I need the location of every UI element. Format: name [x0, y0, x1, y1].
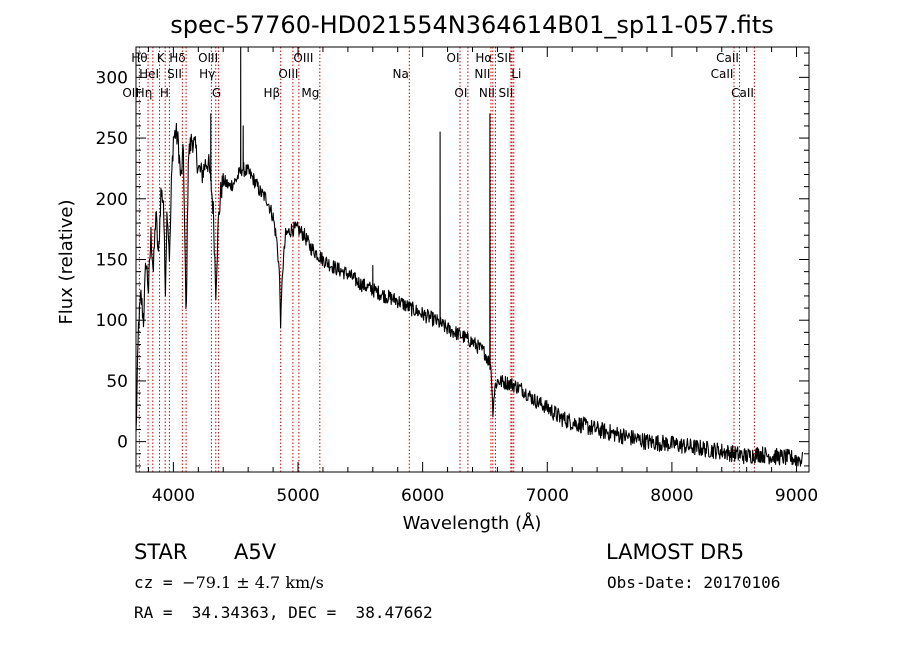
object-subclass: A5V — [234, 540, 277, 564]
y-tick-label: 200 — [96, 190, 128, 210]
line-marker-label: CaII — [731, 86, 754, 100]
line-marker-label: HeI — [139, 67, 159, 81]
spectrum-layer — [135, 46, 804, 467]
line-marker-label: Mg — [301, 86, 319, 100]
line-marker-label: OI — [447, 51, 460, 65]
y-tick-label: 100 — [96, 311, 128, 331]
line-marker-label: OIII — [198, 51, 218, 65]
survey-name: LAMOST DR5 — [606, 540, 745, 564]
object-class: STAR — [134, 540, 188, 564]
line-marker-label: OI — [454, 86, 467, 100]
line-marker-label: CaII — [711, 67, 734, 81]
line-marker-label: Hγ — [199, 67, 215, 81]
observation-date: Obs-Date: 20170106 — [607, 573, 781, 592]
spectrum-line — [135, 46, 804, 467]
line-marker-label: G — [212, 86, 221, 100]
x-tick-label: 4000 — [152, 486, 195, 506]
emission-line-markers: OIIHθHηHeIKHSIIHδGHγOIIIHβOIIIOIIIMgNaOI… — [122, 47, 755, 472]
line-marker-label: OII — [122, 86, 139, 100]
cz-value: −79.1 ± 4.7 km/s — [182, 573, 324, 592]
line-marker-label: K — [157, 51, 166, 65]
line-marker-label: Hδ — [169, 51, 185, 65]
y-tick-label: 150 — [96, 251, 128, 271]
line-marker-label: Li — [511, 67, 521, 81]
line-marker-label: Na — [392, 67, 408, 81]
line-marker-label: SII — [497, 51, 512, 65]
line-marker-label: Hη — [136, 86, 153, 100]
line-marker-label: OIII — [278, 67, 298, 81]
redshift-line: cz = −79.1 ± 4.7 km/s — [134, 573, 324, 592]
line-marker-label: H — [160, 86, 169, 100]
line-marker-label: Hθ — [131, 51, 147, 65]
y-axis-label: Flux (relative) — [56, 199, 77, 324]
line-marker-label: NII — [479, 86, 495, 100]
line-marker-label: Hβ — [264, 86, 281, 100]
x-tick-label: 5000 — [276, 486, 319, 506]
line-marker-label: SII — [167, 67, 182, 81]
x-tick-label: 8000 — [650, 486, 693, 506]
line-marker-label: NII — [474, 67, 490, 81]
y-tick-label: 250 — [96, 129, 128, 149]
y-tick-label: 0 — [117, 433, 128, 453]
x-tick-label: 7000 — [526, 486, 569, 506]
line-marker-label: SII — [499, 86, 514, 100]
y-axis: 0 50 100 150 200 250 300 — [96, 52, 809, 467]
y-tick-label: 300 — [96, 68, 128, 88]
x-tick-label: 9000 — [775, 486, 818, 506]
line-marker-label: CaII — [716, 51, 739, 65]
chart-title: spec-57760-HD021554N364614B01_sp11-057.f… — [170, 11, 774, 39]
cz-prefix: cz = — [134, 573, 183, 592]
x-tick-label: 6000 — [401, 486, 444, 506]
line-marker-label: Hα — [475, 51, 492, 65]
line-marker-label: OIII — [293, 51, 313, 65]
x-axis-label: Wavelength (Å) — [403, 512, 542, 534]
plot-frame — [135, 46, 810, 473]
y-tick-label: 50 — [106, 372, 128, 392]
x-axis: 4000 5000 6000 7000 8000 9000 — [147, 47, 818, 506]
coordinates: RA = 34.34363, DEC = 38.47662 — [134, 603, 433, 622]
